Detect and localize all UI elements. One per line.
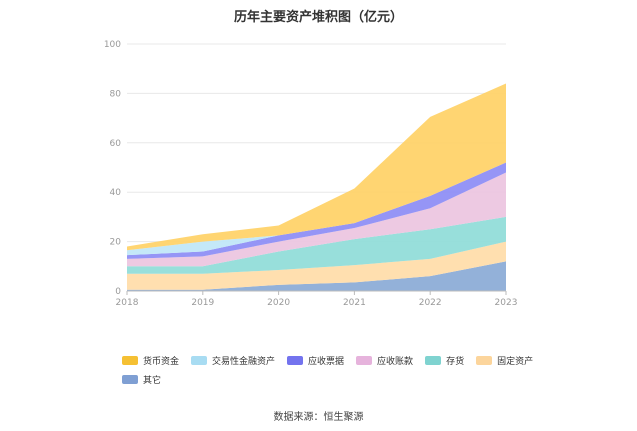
legend-item[interactable]: 其它	[122, 373, 161, 386]
legend-swatch	[287, 355, 304, 365]
legend-item[interactable]: 固定资产	[476, 354, 533, 367]
legend-swatch	[356, 355, 373, 365]
legend-swatch	[425, 355, 442, 365]
legend-swatch	[122, 374, 138, 384]
legend-swatch	[191, 355, 208, 365]
x-tick-label: 2022	[419, 298, 442, 308]
x-tick-label: 2020	[267, 298, 290, 308]
series-area-1	[127, 241, 506, 290]
series-area-6	[127, 83, 506, 251]
legend-label: 应收票据	[308, 356, 345, 367]
x-tick-label: 2023	[495, 298, 518, 308]
y-tick-label: 20	[110, 238, 122, 248]
y-tick-label: 100	[104, 40, 121, 50]
series-area-0	[127, 261, 506, 291]
y-tick-label: 60	[110, 139, 122, 149]
y-tick-label: 0	[115, 287, 121, 297]
y-tick-label: 80	[110, 89, 122, 99]
legend-item[interactable]: 应收票据	[287, 354, 344, 367]
legend-item[interactable]: 应收账款	[356, 354, 413, 367]
legend-row: 其它	[122, 373, 562, 386]
x-tick-label: 2021	[343, 298, 366, 308]
legend-item[interactable]: 存货	[425, 354, 464, 367]
series-area-2	[127, 216, 506, 274]
series-area-3	[127, 172, 506, 267]
source-note: 数据来源：恒生聚源	[273, 412, 364, 423]
legend-label: 交易性金融资产	[212, 356, 276, 367]
legend-item[interactable]: 货币资金	[122, 354, 179, 367]
legend-label: 固定资产	[497, 356, 534, 367]
legend-row: 货币资金 交易性金融资产 应收票据 应收账款 存货 固定资产	[122, 354, 562, 367]
legend-label: 存货	[446, 356, 465, 367]
legend-label: 货币资金	[143, 356, 180, 367]
legend-item[interactable]: 交易性金融资产	[191, 354, 275, 367]
legend-label: 其它	[143, 375, 162, 386]
legend-swatch	[122, 355, 138, 365]
legend-swatch	[476, 355, 493, 365]
x-tick-label: 2018	[116, 298, 139, 308]
legend-label: 应收账款	[377, 356, 414, 367]
y-tick-label: 40	[110, 188, 122, 198]
legend: 货币资金 交易性金融资产 应收票据 应收账款 存货 固定资产 其它	[122, 354, 562, 392]
x-tick-label: 2019	[191, 298, 214, 308]
chart-title: 历年主要资产堆积图（亿元）	[233, 10, 403, 25]
